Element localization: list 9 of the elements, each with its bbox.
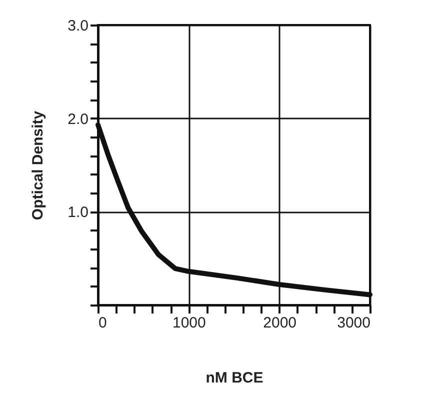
x-axis-title: nM BCE: [206, 370, 264, 386]
x-tick-label: 0: [98, 314, 107, 332]
x-tick-label: 1000: [172, 314, 206, 332]
y-tick-label: 3.0: [68, 18, 88, 34]
y-tick-label: 1.0: [68, 204, 88, 222]
x-tick-label: 2000: [263, 314, 297, 332]
y-tick-label: 2.0: [68, 110, 88, 128]
y-axis-title: Optical Density: [30, 110, 47, 220]
x-tick-label: 3000: [337, 314, 370, 332]
